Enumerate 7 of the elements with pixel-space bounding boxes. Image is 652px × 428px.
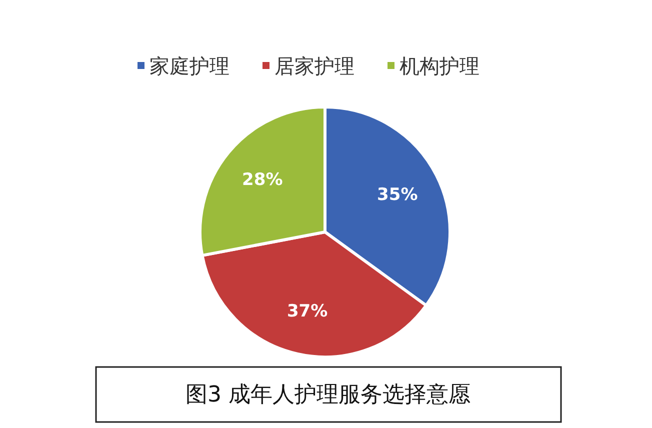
data-label: 28% (242, 170, 283, 190)
data-label: 37% (286, 301, 328, 322)
text: 图3 成年人护理服务选择意愿 (186, 382, 470, 408)
legend-label: 家庭护理 (150, 54, 230, 78)
legend-label: 居家护理 (274, 54, 354, 78)
legend-label: 机构护理 (400, 54, 480, 78)
data-label: 35% (377, 185, 418, 206)
